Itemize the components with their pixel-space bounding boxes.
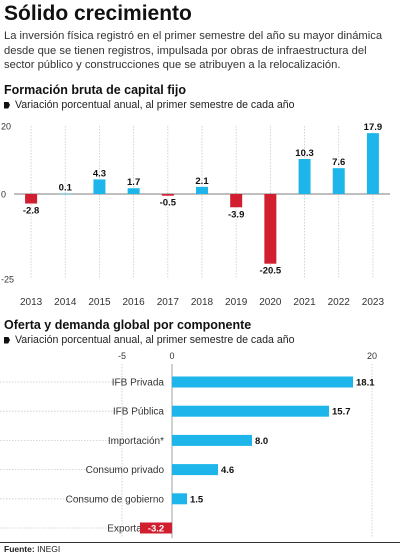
x-tick-label: 2014 xyxy=(54,297,77,308)
y-tick-label: 20 xyxy=(1,122,11,132)
components-bar-chart: -5 0 20 IFB Privada 18.1 IFB Pública 15.7 Impor… xyxy=(0,351,377,538)
bar-2018 xyxy=(196,186,208,194)
x-tick-label: 2022 xyxy=(328,297,351,308)
bar-2022 xyxy=(332,168,345,194)
data-label: 17.9 xyxy=(364,122,383,133)
data-label: -2.8 xyxy=(23,206,39,217)
fbcf-bar-chart: 20 0 -25 -2.8 2013 0.1 2014 4.3 2015 1.7 2016 -0.5 2… xyxy=(1,122,390,308)
x-tick-label: 2020 xyxy=(259,297,282,308)
x-tick-label: 2018 xyxy=(191,297,214,308)
x-tick-label: -5 xyxy=(118,351,126,361)
x-tick-label: 20 xyxy=(367,351,377,361)
chart2-subtitle-row: Variación porcentual anual, al primer se… xyxy=(4,334,295,346)
x-tick-label: 2017 xyxy=(157,297,180,308)
bar-Consumo de gobierno xyxy=(172,493,187,505)
bar-IFB Privada xyxy=(172,376,353,388)
data-label: 0.1 xyxy=(59,183,73,194)
data-label: 15.7 xyxy=(332,407,351,418)
bar-2015 xyxy=(93,179,106,194)
bar-Exportación* xyxy=(140,522,172,534)
x-tick-label: 2023 xyxy=(362,297,385,308)
x-tick-label: 2016 xyxy=(123,297,146,308)
chart1-subtitle: Variación porcentual anual, al primer se… xyxy=(15,99,295,111)
y-tick-label: 0 xyxy=(1,190,6,200)
data-label: 18.1 xyxy=(356,378,375,389)
source-label: Fuente: xyxy=(4,544,35,554)
y-tick-label: -25 xyxy=(1,275,14,285)
data-label: 1.7 xyxy=(127,177,140,188)
bar-2021 xyxy=(298,158,311,194)
source-value: INEGI xyxy=(37,544,61,554)
data-label: 10.3 xyxy=(295,148,314,159)
bar-Importación* xyxy=(172,434,252,446)
category-label: IFB Pública xyxy=(113,407,165,418)
data-label: 2.1 xyxy=(195,176,209,187)
chart2-subtitle: Variación porcentual anual, al primer se… xyxy=(15,334,295,346)
x-tick-label: 2021 xyxy=(293,297,316,308)
bar-2023 xyxy=(366,133,379,194)
bar-2013 xyxy=(25,194,38,204)
data-label: 4.6 xyxy=(221,465,234,476)
bar-2019 xyxy=(230,194,243,208)
category-label: Exportación* xyxy=(107,524,164,535)
bar-2014 xyxy=(59,193,72,195)
tag-icon xyxy=(4,101,10,109)
data-label: -3.2 xyxy=(148,524,164,535)
bar-IFB Pública xyxy=(172,405,329,417)
tag-icon xyxy=(4,336,10,344)
chart2-title: Oferta y demanda global por componente xyxy=(4,318,252,332)
data-label: 1.5 xyxy=(190,494,204,505)
data-label: 7.6 xyxy=(332,157,345,168)
bar-2017 xyxy=(161,194,174,196)
chart1-subtitle-row: Variación porcentual anual, al primer se… xyxy=(4,99,295,111)
x-tick-label: 0 xyxy=(169,351,174,361)
x-tick-label: 2019 xyxy=(225,297,248,308)
x-tick-label: 2013 xyxy=(20,297,43,308)
data-label: 8.0 xyxy=(255,436,268,447)
data-label: -0.5 xyxy=(160,198,177,209)
category-label: Importación* xyxy=(108,436,164,447)
category-label: IFB Privada xyxy=(112,378,165,389)
bar-Consumo privado xyxy=(172,464,218,476)
chart1-title: Formación bruta de capital fijo xyxy=(4,83,186,97)
x-tick-label: 2015 xyxy=(88,297,111,308)
data-label: -20.5 xyxy=(260,266,282,277)
category-label: Consumo de gobierno xyxy=(66,494,165,505)
bar-2016 xyxy=(127,188,140,194)
intro-text: La inversión física registró en el prime… xyxy=(4,30,383,71)
source-note: Fuente: INEGI xyxy=(4,544,60,554)
footer-rule xyxy=(0,542,400,543)
page-title: Sólido crecimiento xyxy=(4,2,192,25)
data-label: 4.3 xyxy=(93,168,106,179)
category-label: Consumo privado xyxy=(86,465,165,476)
bar-2020 xyxy=(264,194,277,264)
data-label: -3.9 xyxy=(228,209,244,220)
